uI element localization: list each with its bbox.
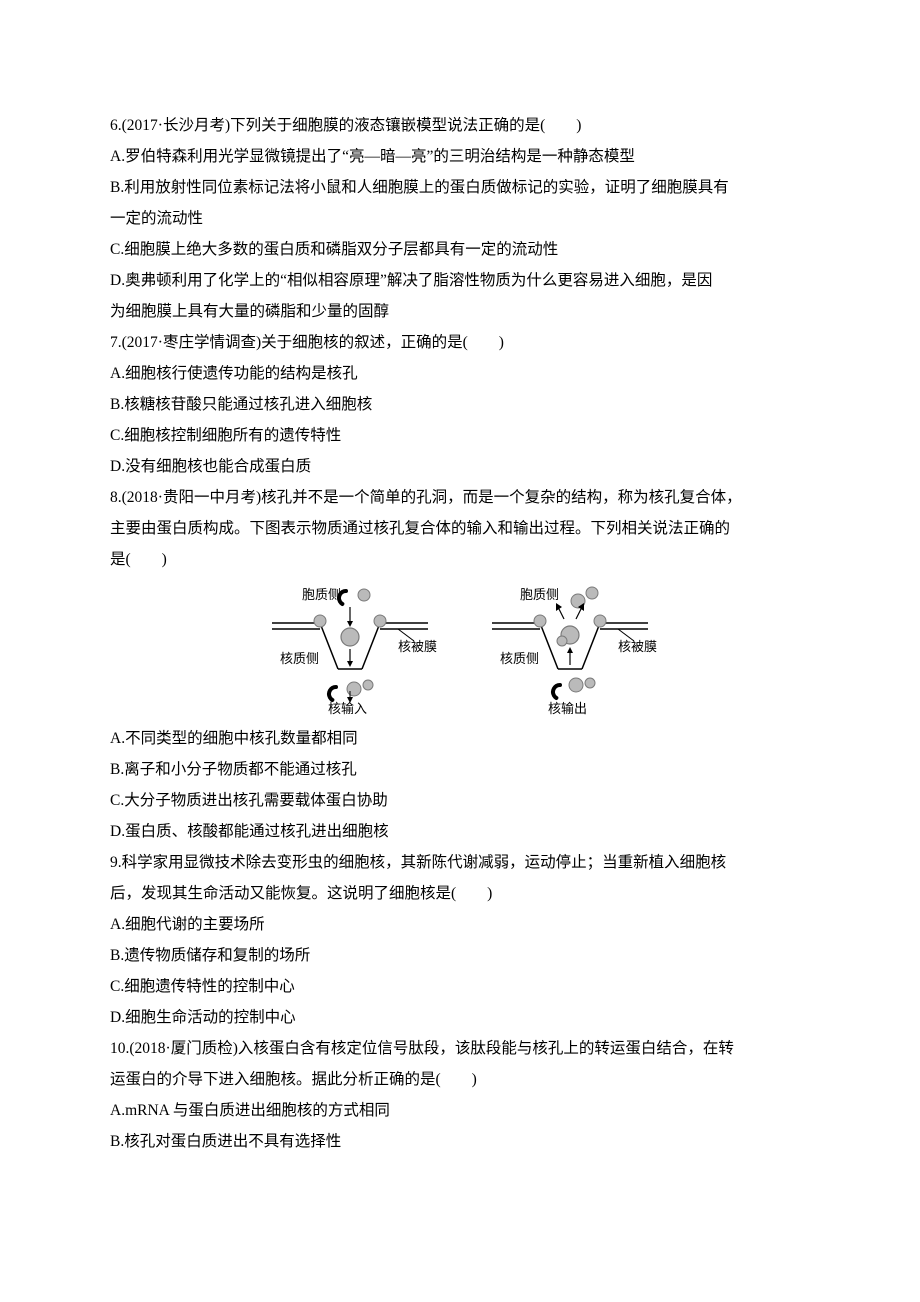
label-nucleoplasm: 核质侧	[500, 651, 539, 666]
q8-option-b: B.离子和小分子物质都不能通过核孔	[110, 754, 810, 785]
cargo-icon	[341, 628, 359, 646]
q8-option-a: A.不同类型的细胞中核孔数量都相同	[110, 723, 810, 754]
q6-option-c: C.细胞膜上绝大多数的蛋白质和磷脂双分子层都具有一定的流动性	[110, 234, 810, 265]
q8-stem-line1: 8.(2018·贵阳一中月考)核孔并不是一个简单的孔洞，而是一个复杂的结构，称为…	[110, 482, 810, 513]
nuclear-export-svg: 胞质侧	[480, 579, 660, 719]
q8-diagram-export: 胞质侧	[480, 579, 660, 719]
q7-option-b: B.核糖核苷酸只能通过核孔进入细胞核	[110, 389, 810, 420]
nuclear-import-svg: 胞质侧	[260, 579, 440, 719]
label-cytoplasm: 胞质侧	[520, 587, 559, 602]
q6-option-b-line1: B.利用放射性同位素标记法将小鼠和人细胞膜上的蛋白质做标记的实验，证明了细胞膜具…	[110, 172, 810, 203]
question-7: 7.(2017·枣庄学情调查)关于细胞核的叙述，正确的是( ) A.细胞核行使遗…	[110, 327, 810, 482]
q7-option-a: A.细胞核行使遗传功能的结构是核孔	[110, 358, 810, 389]
q8-option-c: C.大分子物质进出核孔需要载体蛋白协助	[110, 785, 810, 816]
q9-stem-line1: 9.科学家用显微技术除去变形虫的细胞核，其新陈代谢减弱，运动停止；当重新植入细胞…	[110, 847, 810, 878]
q9-option-a: A.细胞代谢的主要场所	[110, 909, 810, 940]
q7-option-d: D.没有细胞核也能合成蛋白质	[110, 451, 810, 482]
q10-stem-line1: 10.(2018·厦门质检)入核蛋白含有核定位信号肽段，该肽段能与核孔上的转运蛋…	[110, 1033, 810, 1064]
q6-option-a: A.罗伯特森利用光学显微镜提出了“亮—暗—亮”的三明治结构是一种静态模型	[110, 141, 810, 172]
caption-import: 核输入	[328, 701, 367, 716]
label-cytoplasm: 胞质侧	[302, 587, 341, 602]
question-8: 8.(2018·贵阳一中月考)核孔并不是一个简单的孔洞，而是一个复杂的结构，称为…	[110, 482, 810, 847]
q9-option-d: D.细胞生命活动的控制中心	[110, 1002, 810, 1033]
question-6: 6.(2017·长沙月考)下列关于细胞膜的液态镶嵌模型说法正确的是( ) A.罗…	[110, 110, 810, 327]
question-9: 9.科学家用显微技术除去变形虫的细胞核，其新陈代谢减弱，运动停止；当重新植入细胞…	[110, 847, 810, 1033]
label-nucleoplasm: 核质侧	[280, 651, 319, 666]
q9-option-b: B.遗传物质储存和复制的场所	[110, 940, 810, 971]
q6-option-d-line2: 为细胞膜上具有大量的磷脂和少量的固醇	[110, 296, 810, 327]
q6-option-d-line1: D.奥弗顿利用了化学上的“相似相容原理”解决了脂溶性物质为什么更容易进入细胞，是…	[110, 265, 810, 296]
q8-stem-line3: 是( )	[110, 544, 810, 575]
q8-stem-line2: 主要由蛋白质构成。下图表示物质通过核孔复合体的输入和输出过程。下列相关说法正确的	[110, 513, 810, 544]
label-envelope: 核被膜	[398, 639, 437, 654]
q10-option-b: B.核孔对蛋白质进出不具有选择性	[110, 1126, 810, 1157]
q6-option-b-line2: 一定的流动性	[110, 203, 810, 234]
q10-stem-line2: 运蛋白的介导下进入细胞核。据此分析正确的是( )	[110, 1064, 810, 1095]
question-10: 10.(2018·厦门质检)入核蛋白含有核定位信号肽段，该肽段能与核孔上的转运蛋…	[110, 1033, 810, 1157]
q9-stem-line2: 后，发现其生命活动又能恢复。这说明了细胞核是( )	[110, 878, 810, 909]
q6-stem: 6.(2017·长沙月考)下列关于细胞膜的液态镶嵌模型说法正确的是( )	[110, 110, 810, 141]
q8-diagram-import: 胞质侧	[260, 579, 440, 719]
q8-option-d: D.蛋白质、核酸都能通过核孔进出细胞核	[110, 816, 810, 847]
particle-icon	[358, 589, 370, 601]
q8-diagram: 胞质侧	[110, 579, 810, 719]
crescent-icon	[339, 591, 353, 605]
caption-export: 核输出	[548, 701, 587, 716]
label-envelope: 核被膜	[618, 639, 657, 654]
q7-stem: 7.(2017·枣庄学情调查)关于细胞核的叙述，正确的是( )	[110, 327, 810, 358]
q7-option-c: C.细胞核控制细胞所有的遗传特性	[110, 420, 810, 451]
q10-option-a: A.mRNA 与蛋白质进出细胞核的方式相同	[110, 1095, 810, 1126]
q9-option-c: C.细胞遗传特性的控制中心	[110, 971, 810, 1002]
